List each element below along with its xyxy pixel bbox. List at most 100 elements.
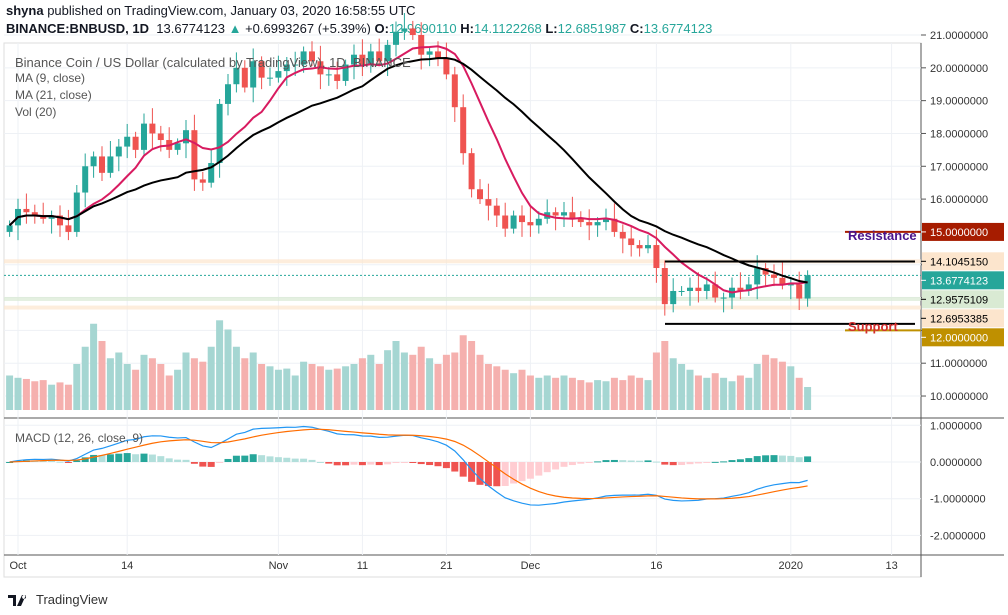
volume-bar (216, 320, 224, 410)
volume-bar (468, 341, 476, 410)
price-tick-label: 19.0000000 (930, 96, 988, 108)
symbol-info: BINANCE:BNBUSD, 1D 13.6774123 ▲ +0.69932… (6, 21, 712, 36)
volume-bar (266, 366, 274, 410)
volume-bar (132, 369, 140, 410)
candle-body (115, 146, 122, 157)
volume-bar (375, 364, 383, 410)
candle-body (771, 274, 777, 278)
close-label: C: (629, 21, 644, 36)
candle-body (267, 77, 273, 79)
volume-bar (232, 346, 240, 410)
volume-bar (249, 352, 257, 410)
volume-bar (451, 352, 459, 410)
candle-body (283, 64, 290, 72)
macd-histogram-bar (686, 462, 694, 465)
macd-histogram-bar (778, 455, 786, 462)
macd-histogram-bar (459, 462, 467, 477)
macd-tick-label: 1.0000000 (930, 420, 982, 432)
candle-body (577, 218, 584, 223)
tradingview-logo[interactable]: TradingView (8, 592, 108, 607)
candle-body (619, 231, 626, 239)
macd-histogram-bar (661, 462, 669, 465)
macd-histogram-bar (241, 455, 249, 462)
volume-bar (636, 377, 644, 410)
candle-body (552, 212, 559, 216)
volume-bar (358, 358, 366, 410)
legend-macd[interactable]: MACD (12, 26, close, 9) (15, 431, 144, 445)
price-band (4, 296, 921, 301)
high-label: H: (460, 21, 474, 36)
candle-body (796, 284, 803, 299)
time-tick-label: 16 (650, 560, 662, 572)
candle-body (745, 284, 752, 291)
macd-histogram-bar (703, 462, 711, 463)
macd-histogram-bar (753, 456, 761, 462)
macd-histogram-bar (669, 462, 677, 466)
candle-body (367, 51, 374, 65)
legend-ma21[interactable]: MA (21, close) (15, 88, 92, 102)
macd-histogram-bar (266, 456, 274, 462)
macd-histogram-bar (316, 461, 324, 463)
candle-body (65, 225, 72, 232)
candle-body (535, 218, 542, 226)
macd-histogram-bar (728, 460, 736, 462)
macd-histogram-bar (400, 462, 408, 463)
legend-ma9[interactable]: MA (9, close) (15, 71, 86, 85)
time-tick-label: 21 (440, 560, 452, 572)
macd-histogram-bar (115, 453, 123, 462)
macd-histogram-bar (190, 462, 198, 464)
macd-histogram-bar (417, 462, 425, 465)
legend-volume[interactable]: Vol (20) (15, 105, 57, 119)
candle-body (334, 74, 341, 81)
volume-bar (207, 346, 215, 410)
macd-histogram-bar (350, 462, 358, 465)
volume-bar (644, 380, 652, 410)
publisher[interactable]: shyna (6, 3, 44, 18)
macd-histogram-bar (274, 457, 282, 462)
volume-bar (6, 375, 14, 410)
candle-body (477, 189, 483, 200)
volume-bar (787, 366, 795, 410)
macd-histogram-bar (720, 461, 728, 463)
macd-histogram-bar (56, 461, 64, 463)
macd-histogram-bar (627, 460, 635, 462)
candle-body (611, 218, 618, 232)
macd-histogram-bar (636, 460, 644, 462)
volume-bar (98, 341, 106, 410)
chart-title: Binance Coin / US Dollar (calculated by … (15, 55, 411, 70)
macd-histogram-bar (770, 455, 778, 462)
macd-histogram-bar (98, 455, 106, 462)
macd-histogram-bar (358, 462, 366, 466)
macd-histogram-bar (157, 456, 165, 462)
volume-bar (804, 387, 812, 410)
macd-histogram-bar (6, 462, 14, 463)
macd-histogram-bar (652, 461, 660, 463)
macd-histogram-bar (804, 456, 812, 462)
macd-histogram-bar (552, 462, 560, 470)
candle-body (661, 268, 668, 305)
time-tick-label: 11 (357, 560, 368, 572)
candle-body (510, 215, 517, 229)
macd-histogram-bar (64, 462, 72, 463)
volume-bar (148, 358, 156, 410)
price-tick-label: 16.0000000 (930, 194, 988, 206)
candle-body (82, 166, 89, 193)
macd-histogram-bar (619, 460, 627, 462)
candle-body (216, 103, 223, 163)
ma9-line (8, 45, 808, 294)
volume-bar (300, 361, 308, 410)
candle-body (695, 287, 702, 291)
volume-bar (703, 377, 711, 410)
macd-histogram-bar (342, 462, 350, 466)
macd-tick-label: -1.0000000 (930, 494, 986, 506)
macd-histogram-bar (39, 460, 47, 462)
volume-bar (115, 352, 123, 410)
candle-body (241, 67, 248, 88)
open-label: O: (374, 21, 389, 36)
candle-body (678, 290, 685, 292)
candle-body (107, 156, 114, 173)
time-tick-label: Oct (9, 560, 26, 572)
candle-body (250, 61, 257, 88)
up-triangle-icon: ▲ (228, 21, 242, 36)
